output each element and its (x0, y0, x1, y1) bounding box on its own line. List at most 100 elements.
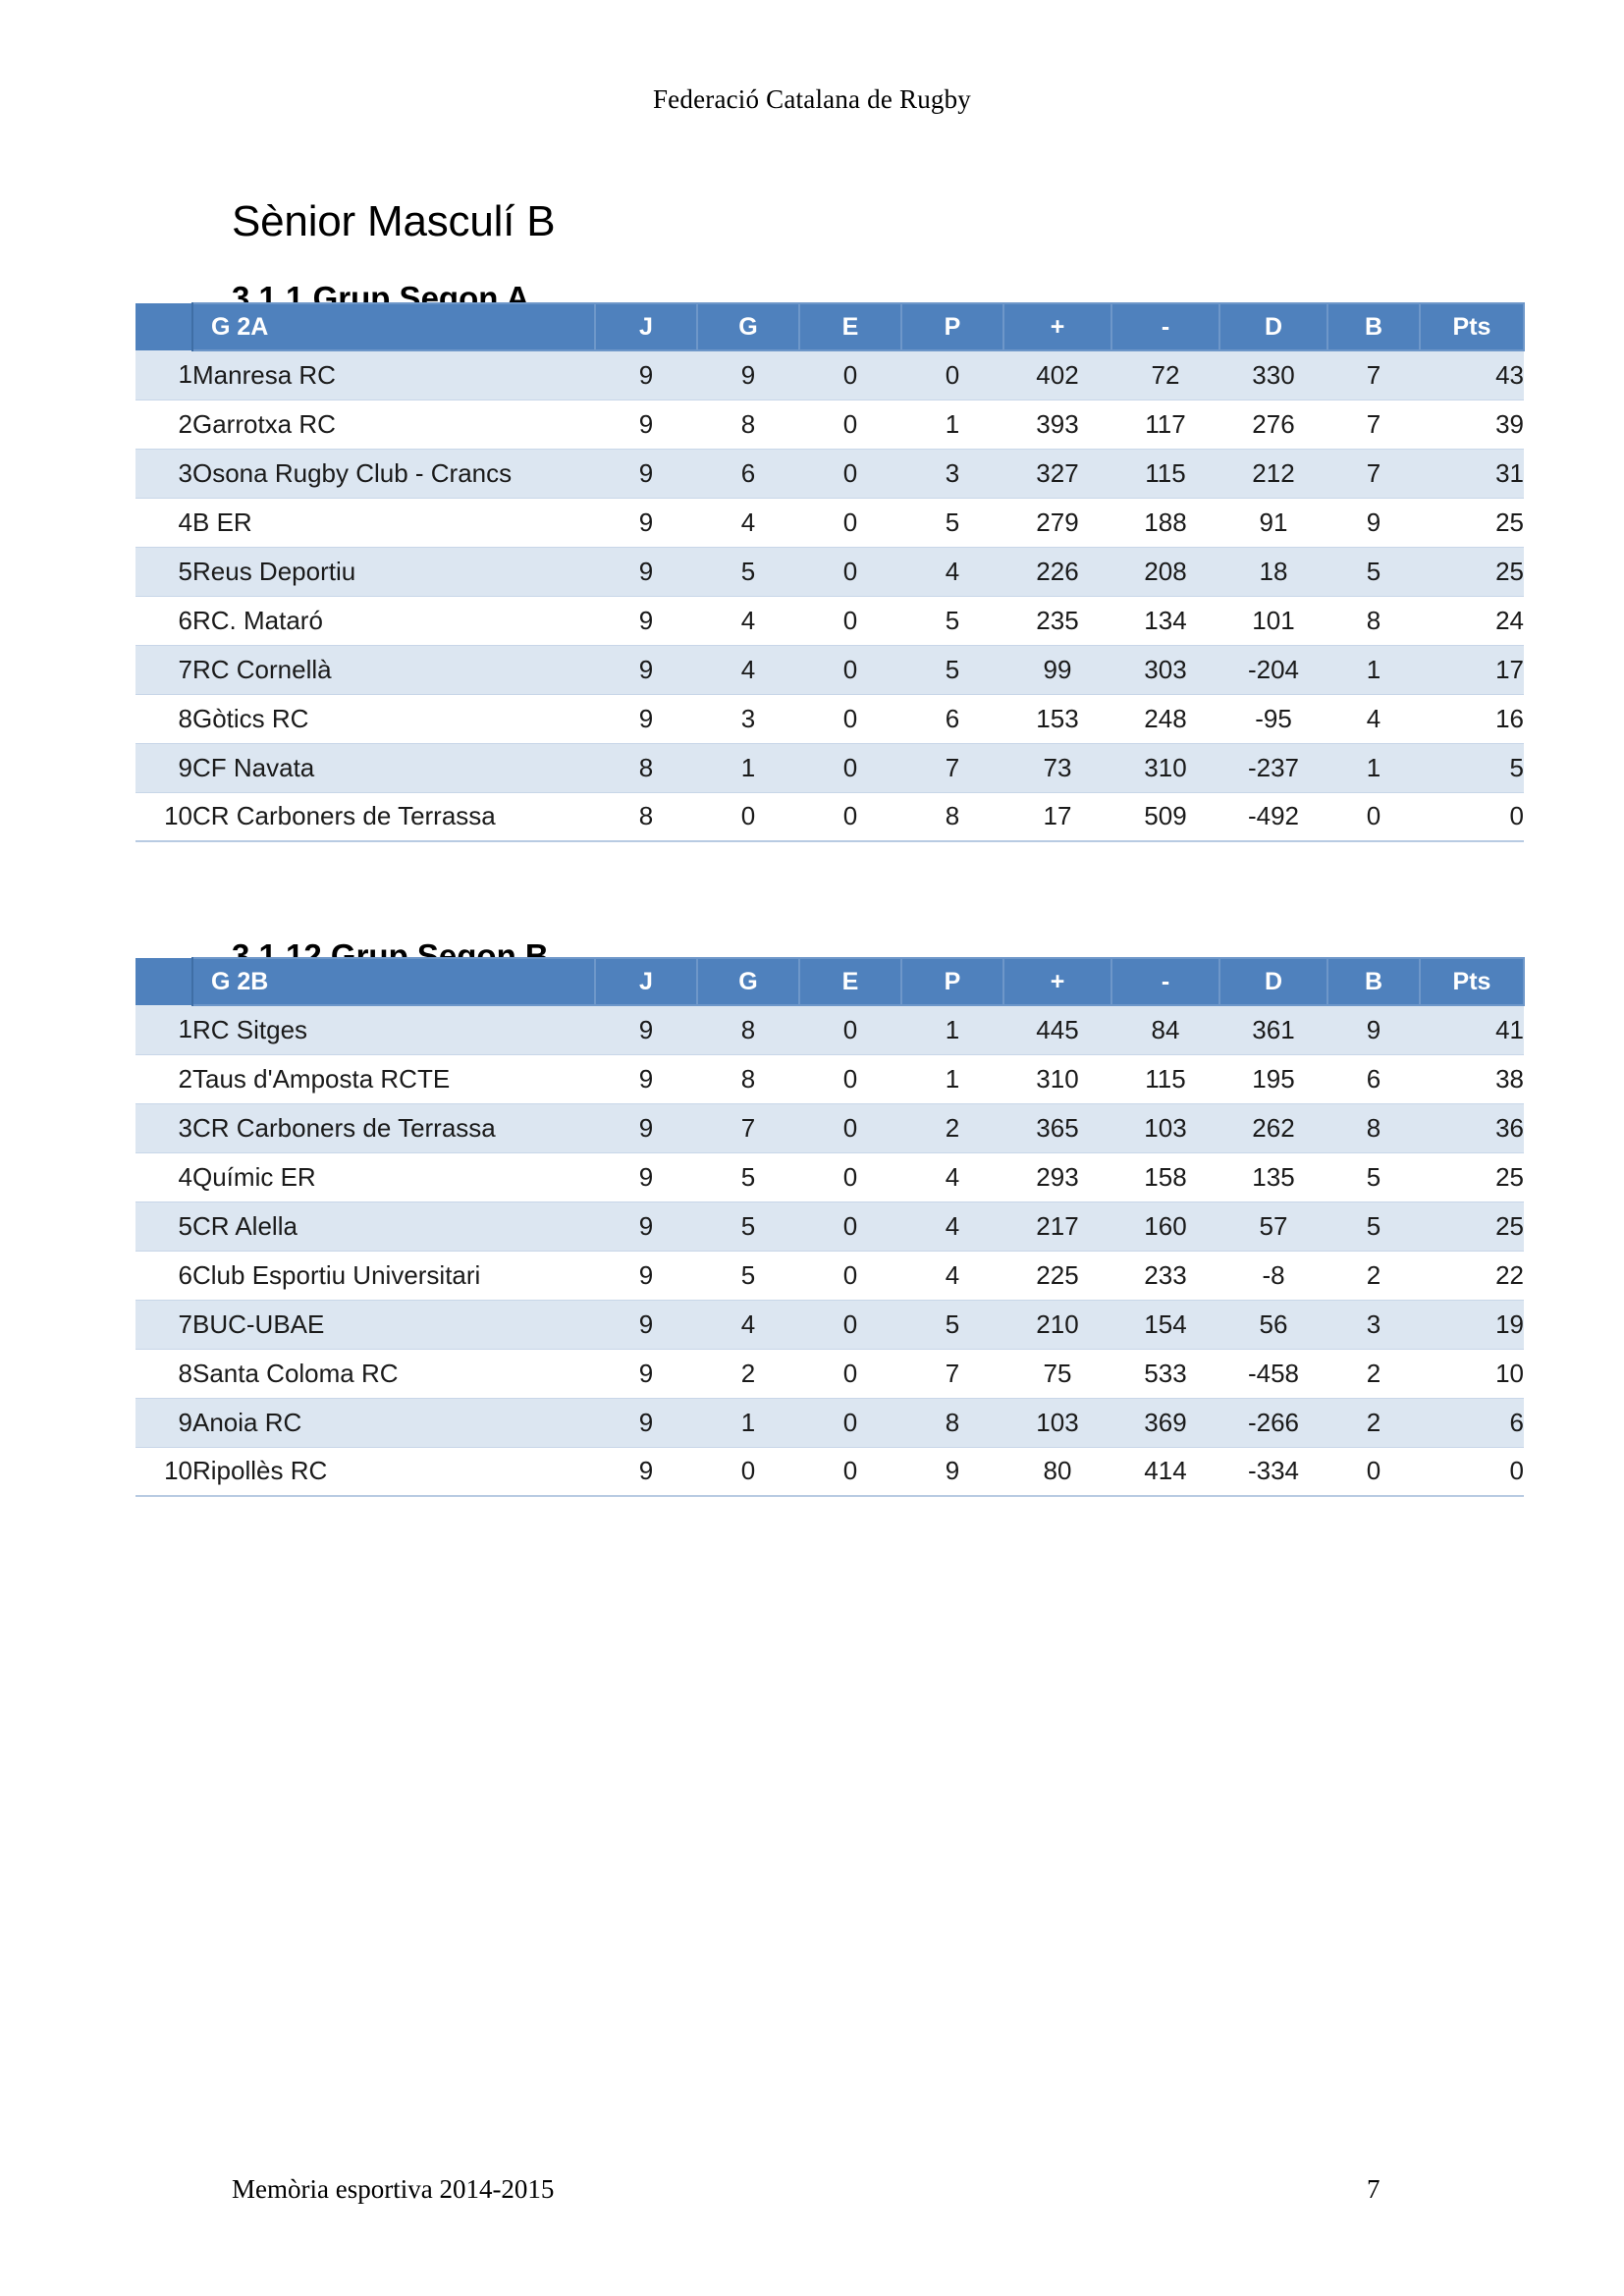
cell-b: 7 (1327, 400, 1420, 450)
header-spacer (135, 303, 193, 350)
header-col-j[interactable]: J (594, 957, 698, 1006)
header-col-d[interactable]: D (1218, 302, 1328, 351)
cell-d: 212 (1219, 449, 1327, 499)
header-col-pts[interactable]: Pts (1419, 302, 1525, 351)
cell-pts: 0 (1420, 792, 1524, 842)
cell-team: Gòtics RC (192, 694, 595, 744)
cell-e: 0 (799, 792, 901, 842)
footer-page-number: 7 (1367, 2174, 1380, 2204)
cell-pts: 31 (1420, 449, 1524, 499)
cell-p: 8 (901, 1398, 1003, 1448)
cell-p: 1 (901, 1005, 1003, 1055)
cell-d: -266 (1219, 1398, 1327, 1448)
cell-rank: 3 (135, 449, 192, 499)
cell-plus: 279 (1003, 498, 1111, 548)
cell-b: 6 (1327, 1054, 1420, 1104)
cell-team: RC Sitges (192, 1005, 595, 1055)
cell-g: 4 (697, 596, 799, 646)
cell-minus: 103 (1111, 1103, 1219, 1153)
cell-p: 4 (901, 1201, 1003, 1252)
cell-minus: 72 (1111, 350, 1219, 400)
header-col-e[interactable]: E (798, 302, 902, 351)
table-row: 2 Garrotxa RC 9 8 0 1 393 117 276 7 39 (135, 400, 1524, 450)
cell-minus: 303 (1111, 645, 1219, 695)
cell-p: 9 (901, 1447, 1003, 1497)
cell-minus: 160 (1111, 1201, 1219, 1252)
cell-plus: 17 (1003, 792, 1111, 842)
header-col-plus[interactable]: + (1002, 302, 1112, 351)
header-col-b[interactable]: B (1326, 957, 1421, 1006)
cell-minus: 188 (1111, 498, 1219, 548)
cell-b: 5 (1327, 1201, 1420, 1252)
cell-plus: 103 (1003, 1398, 1111, 1448)
cell-e: 0 (799, 547, 901, 597)
cell-rank: 3 (135, 1103, 192, 1153)
cell-pts: 25 (1420, 1201, 1524, 1252)
cell-plus: 293 (1003, 1152, 1111, 1202)
header-col-p[interactable]: P (900, 302, 1004, 351)
cell-p: 3 (901, 449, 1003, 499)
table-row: 10 Ripollès RC 9 0 0 9 80 414 -334 0 0 (135, 1447, 1524, 1497)
cell-team: Osona Rugby Club - Crancs (192, 449, 595, 499)
header-col-j[interactable]: J (594, 302, 698, 351)
cell-pts: 25 (1420, 547, 1524, 597)
cell-team: Manresa RC (192, 350, 595, 400)
header-col-plus[interactable]: + (1002, 957, 1112, 1006)
cell-d: 101 (1219, 596, 1327, 646)
cell-plus: 217 (1003, 1201, 1111, 1252)
cell-b: 2 (1327, 1349, 1420, 1399)
cell-rank: 10 (135, 792, 192, 842)
header-group-label[interactable]: G 2A (191, 302, 596, 351)
cell-b: 9 (1327, 498, 1420, 548)
cell-plus: 327 (1003, 449, 1111, 499)
cell-pts: 5 (1420, 743, 1524, 793)
cell-j: 8 (595, 743, 697, 793)
cell-p: 1 (901, 1054, 1003, 1104)
cell-b: 1 (1327, 743, 1420, 793)
cell-pts: 36 (1420, 1103, 1524, 1153)
cell-team: RC. Mataró (192, 596, 595, 646)
cell-g: 4 (697, 645, 799, 695)
header-col-g[interactable]: G (696, 302, 800, 351)
cell-p: 4 (901, 1152, 1003, 1202)
cell-j: 9 (595, 1054, 697, 1104)
header-col-e[interactable]: E (798, 957, 902, 1006)
cell-rank: 6 (135, 596, 192, 646)
cell-j: 9 (595, 596, 697, 646)
running-head: Federació Catalana de Rugby (652, 84, 972, 114)
header-group-label[interactable]: G 2B (191, 957, 596, 1006)
cell-plus: 402 (1003, 350, 1111, 400)
cell-minus: 310 (1111, 743, 1219, 793)
cell-g: 8 (697, 1054, 799, 1104)
header-col-pts[interactable]: Pts (1419, 957, 1525, 1006)
cell-team: Santa Coloma RC (192, 1349, 595, 1399)
header-col-d[interactable]: D (1218, 957, 1328, 1006)
cell-e: 0 (799, 1054, 901, 1104)
cell-p: 0 (901, 350, 1003, 400)
cell-minus: 115 (1111, 1054, 1219, 1104)
header-col-b[interactable]: B (1326, 302, 1421, 351)
standings-table-grup-segon-b: G 2B J G E P + - D B Pts 1 RC Sitges 9 8 0 1 4… (135, 957, 1525, 1497)
cell-minus: 84 (1111, 1005, 1219, 1055)
table-row: 4 Químic ER 9 5 0 4 293 158 135 5 25 (135, 1152, 1524, 1202)
cell-team: CR Carboners de Terrassa (192, 1103, 595, 1153)
cell-pts: 22 (1420, 1251, 1524, 1301)
cell-d: 276 (1219, 400, 1327, 450)
cell-d: 57 (1219, 1201, 1327, 1252)
cell-rank: 5 (135, 1201, 192, 1252)
header-col-minus[interactable]: - (1110, 957, 1220, 1006)
cell-j: 9 (595, 350, 697, 400)
table-row: 1 Manresa RC 9 9 0 0 402 72 330 7 43 (135, 350, 1524, 400)
cell-e: 0 (799, 1447, 901, 1497)
cell-g: 2 (697, 1349, 799, 1399)
cell-g: 5 (697, 547, 799, 597)
cell-minus: 117 (1111, 400, 1219, 450)
header-col-p[interactable]: P (900, 957, 1004, 1006)
cell-e: 0 (799, 596, 901, 646)
cell-b: 9 (1327, 1005, 1420, 1055)
header-col-minus[interactable]: - (1110, 302, 1220, 351)
table-row: 6 Club Esportiu Universitari 9 5 0 4 225 233 -8 2… (135, 1251, 1524, 1301)
cell-rank: 2 (135, 400, 192, 450)
cell-b: 7 (1327, 449, 1420, 499)
header-col-g[interactable]: G (696, 957, 800, 1006)
